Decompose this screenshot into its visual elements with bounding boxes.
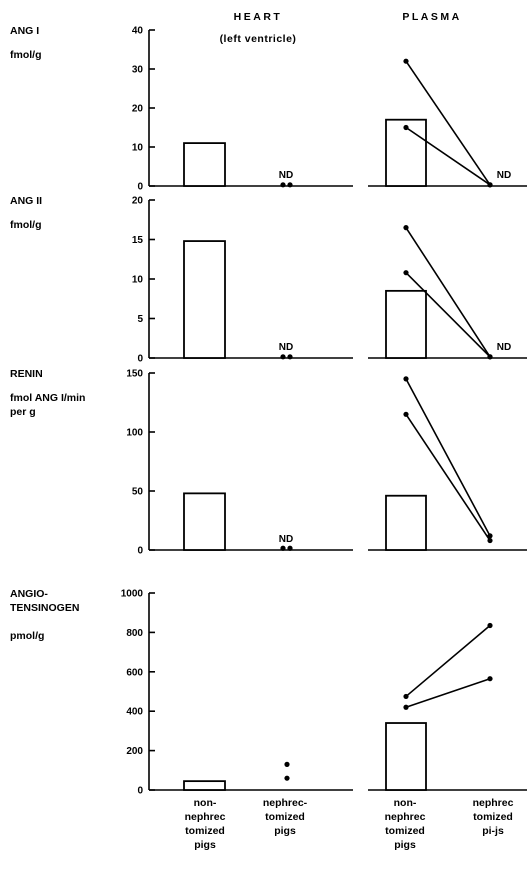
plasma-point (487, 622, 493, 629)
heart-bar (183, 780, 226, 791)
heart-point (280, 354, 286, 360)
group-label: tomized (185, 825, 225, 837)
nd-label: ND (279, 342, 293, 353)
plasma-pair-line (405, 272, 491, 358)
plasma-point (487, 537, 493, 544)
plasma-point (487, 676, 493, 682)
y-tick-label: 15 (132, 235, 144, 246)
heart-point (287, 545, 293, 551)
panel-label: pmol/g (10, 630, 44, 642)
heart-bar (183, 142, 226, 187)
heart-point (287, 354, 293, 360)
plasma-bar (385, 118, 427, 187)
plasma-pair-line (405, 227, 491, 358)
group-label: pigs (274, 825, 296, 837)
group-label: tomized (265, 811, 305, 823)
y-tick-label: 200 (126, 746, 143, 757)
panel-label: ANG I (10, 25, 39, 37)
plasma-point (403, 270, 409, 276)
y-tick-label: 150 (126, 369, 143, 380)
y-tick-label: 10 (132, 143, 144, 154)
column-subtitle: (left ventricle) (220, 33, 297, 45)
group-label: non- (394, 797, 417, 809)
nd-label: ND (497, 342, 511, 353)
heart-point (280, 182, 286, 188)
panel-label: TENSINOGEN (10, 602, 79, 614)
heart-bar (183, 240, 226, 359)
plasma-pair-line (405, 60, 491, 186)
y-tick-label: 10 (132, 275, 144, 286)
panel-label: fmol/g (10, 49, 42, 61)
column-title: HEART (234, 11, 283, 23)
heart-point (284, 761, 290, 767)
plasma-point (403, 704, 409, 710)
heart-point (280, 545, 286, 551)
plasma-pair-line (405, 413, 491, 542)
panel-label: ANGIO- (10, 588, 48, 600)
panel-label: ANG II (10, 195, 42, 207)
y-tick-label: 400 (126, 707, 143, 718)
heart-point (284, 775, 290, 781)
group-label: non- (194, 797, 217, 809)
plasma-bar (385, 722, 427, 791)
group-label: tomized (385, 825, 425, 837)
nd-label: ND (497, 170, 511, 181)
plasma-point (487, 182, 493, 188)
heart-bar (183, 492, 226, 551)
y-tick-label: 600 (126, 667, 143, 678)
group-label: nephrec (385, 811, 426, 823)
plasma-point (487, 533, 493, 539)
plasma-pair-line (405, 677, 491, 709)
group-label: tomized (473, 811, 513, 823)
group-label: pi-js (482, 825, 504, 837)
plasma-point (403, 376, 409, 382)
heart-point (287, 182, 293, 188)
group-label: nephrec (185, 811, 226, 823)
y-tick-label: 0 (137, 354, 143, 365)
y-tick-label: 1000 (121, 589, 144, 600)
y-tick-label: 30 (132, 65, 144, 76)
plasma-pair-line (405, 624, 491, 698)
y-tick-label: 0 (137, 786, 143, 797)
plasma-bar (385, 494, 427, 551)
plasma-point (487, 354, 493, 360)
panel-label: per g (10, 406, 36, 418)
group-label: nephrec (473, 797, 514, 809)
plasma-point (403, 58, 409, 64)
plasma-pair-line (405, 126, 491, 186)
plasma-point (403, 225, 409, 231)
group-label: pigs (194, 839, 216, 851)
y-tick-label: 40 (132, 26, 144, 37)
panel-label: fmol ANG I/min (10, 392, 85, 404)
y-tick-label: 50 (132, 487, 144, 498)
plasma-bar (385, 289, 427, 359)
y-tick-label: 5 (137, 314, 143, 325)
group-label: pigs (394, 839, 416, 851)
y-tick-label: 800 (126, 628, 143, 639)
plasma-point (403, 411, 409, 417)
y-tick-label: 20 (132, 104, 144, 115)
nd-label: ND (279, 534, 293, 545)
group-label: nephrec- (263, 797, 308, 809)
nd-label: ND (279, 170, 293, 181)
y-tick-label: 100 (126, 428, 143, 439)
column-title: PLASMA (402, 11, 461, 23)
y-tick-label: 0 (137, 182, 143, 193)
y-tick-label: 0 (137, 546, 143, 557)
panel-label: RENIN (10, 368, 43, 380)
plasma-pair-line (405, 378, 491, 537)
panel-label: fmol/g (10, 219, 42, 231)
y-tick-label: 20 (132, 196, 144, 207)
plasma-point (403, 693, 409, 700)
plasma-point (403, 124, 409, 131)
